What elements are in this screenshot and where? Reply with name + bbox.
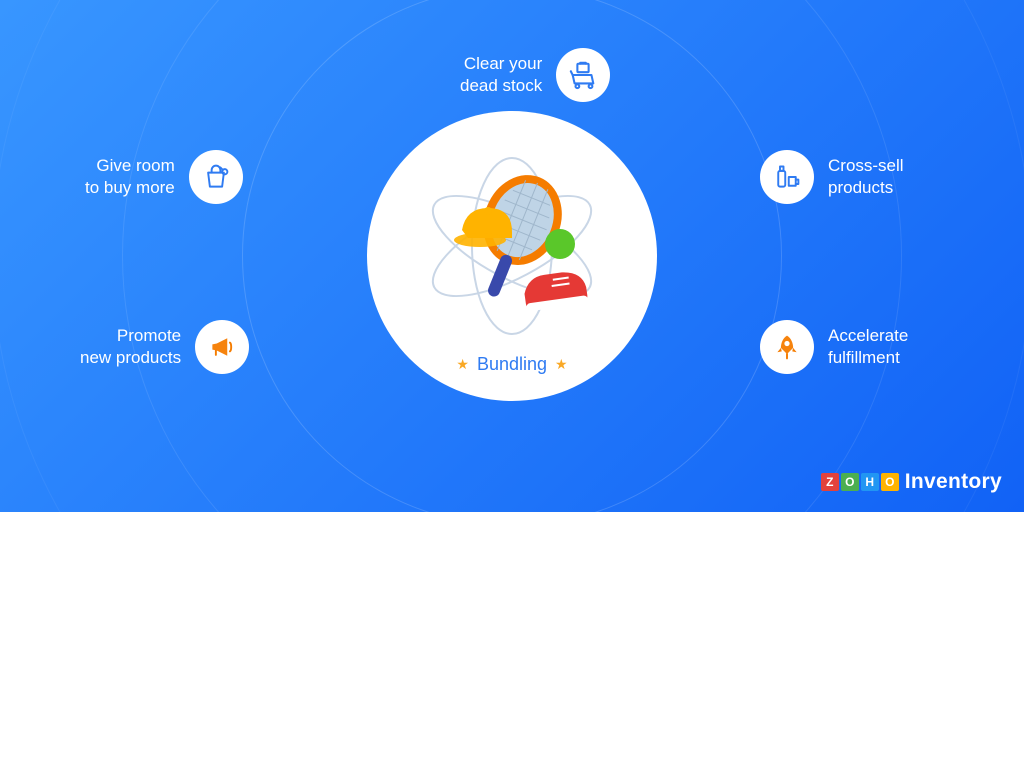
star-icon: ★	[456, 356, 469, 373]
benefit-label: Give roomto buy more	[85, 155, 175, 199]
infographic-canvas: ★ Bundling ★ Clear yourdead stock Give roomt…	[0, 0, 1024, 512]
center-illustration	[412, 156, 612, 336]
cart-box-icon	[556, 48, 610, 102]
center-label: ★ Bundling ★	[456, 354, 567, 375]
logo-block: O	[881, 473, 899, 491]
logo-block: Z	[821, 473, 839, 491]
benefit-clear-dead-stock: Clear yourdead stock	[460, 48, 610, 102]
logo-block: O	[841, 473, 859, 491]
megaphone-icon	[195, 320, 249, 374]
benefit-give-room: Give roomto buy more	[85, 150, 243, 204]
star-icon: ★	[555, 356, 568, 373]
benefit-accelerate: Acceleratefulfillment	[760, 320, 908, 374]
benefit-label: Acceleratefulfillment	[828, 325, 908, 369]
logo-text: Inventory	[905, 470, 1002, 494]
logo-blocks: ZOHO	[821, 473, 899, 491]
benefit-label: Promotenew products	[80, 325, 181, 369]
benefit-promote: Promotenew products	[80, 320, 249, 374]
shopping-bag-icon	[189, 150, 243, 204]
rocket-icon	[760, 320, 814, 374]
bottle-mug-icon	[760, 150, 814, 204]
center-circle: ★ Bundling ★	[367, 111, 657, 401]
center-label-text: Bundling	[477, 354, 547, 375]
benefit-cross-sell: Cross-sellproducts	[760, 150, 904, 204]
benefit-label: Clear yourdead stock	[460, 53, 542, 97]
logo-block: H	[861, 473, 879, 491]
zoho-inventory-logo: ZOHOInventory	[821, 470, 1002, 494]
benefit-label: Cross-sellproducts	[828, 155, 904, 199]
